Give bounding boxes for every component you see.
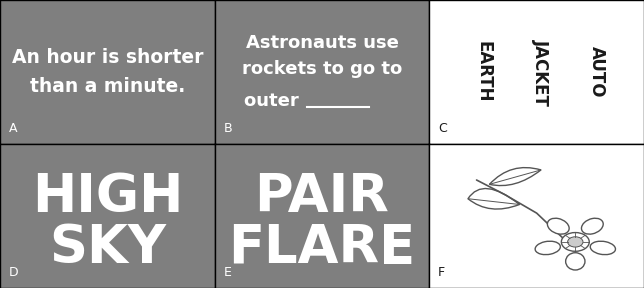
Text: D: D [8, 266, 18, 279]
Text: Astronauts use: Astronauts use [245, 34, 399, 52]
Text: An hour is shorter: An hour is shorter [12, 48, 203, 67]
Text: FLARE: FLARE [229, 222, 415, 274]
Text: JACKET: JACKET [532, 39, 550, 105]
Text: F: F [438, 266, 445, 279]
Ellipse shape [547, 218, 569, 234]
Text: C: C [438, 122, 447, 135]
Text: B: B [223, 122, 232, 135]
Text: SKY: SKY [49, 222, 166, 274]
Text: than a minute.: than a minute. [30, 77, 185, 96]
Text: A: A [8, 122, 17, 135]
Circle shape [562, 233, 589, 251]
Text: E: E [223, 266, 231, 279]
Text: AUTO: AUTO [588, 46, 606, 98]
Ellipse shape [591, 241, 616, 255]
Text: rockets to go to: rockets to go to [242, 60, 402, 78]
Ellipse shape [582, 218, 603, 234]
Text: HIGH: HIGH [32, 171, 183, 223]
Text: EARTH: EARTH [474, 41, 492, 103]
Circle shape [567, 237, 583, 247]
Text: outer: outer [244, 92, 305, 110]
Ellipse shape [565, 253, 585, 270]
Ellipse shape [535, 241, 560, 255]
Text: PAIR: PAIR [254, 171, 390, 223]
